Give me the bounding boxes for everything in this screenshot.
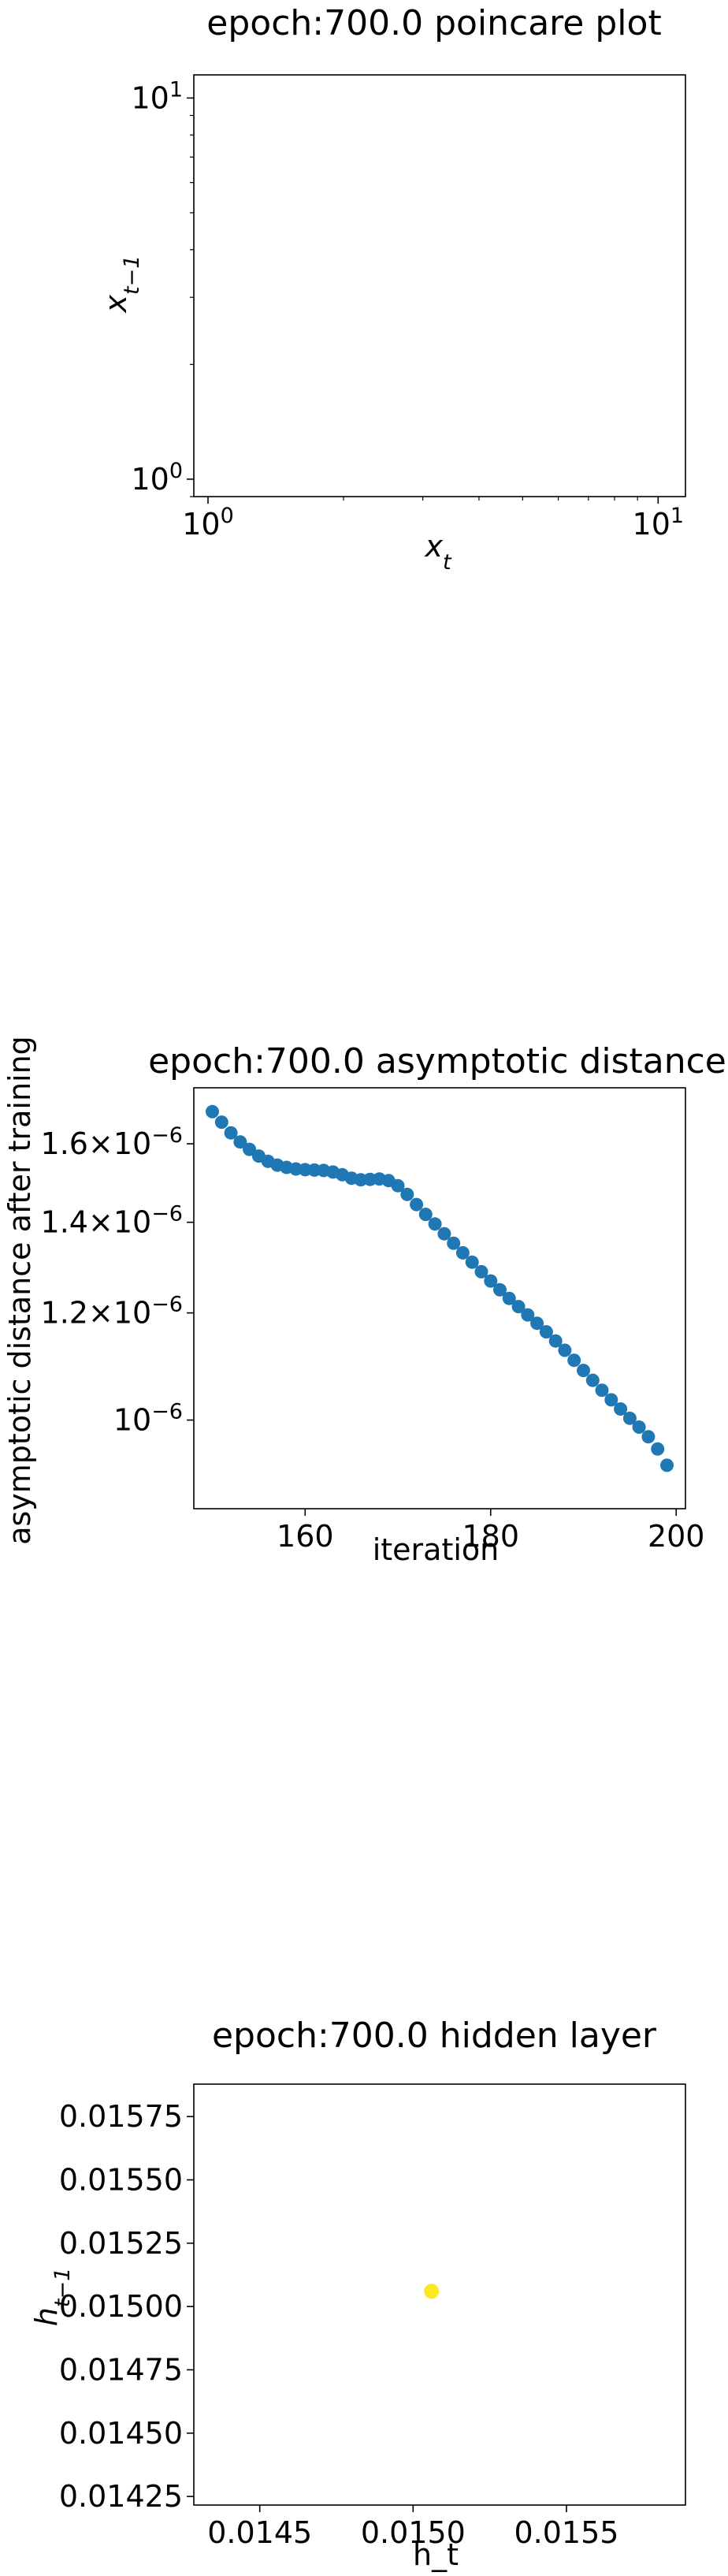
asymptotic-distance-ytick-label: 1.4×10−6	[41, 1201, 183, 1240]
asymptotic-distance-point	[447, 1236, 461, 1250]
poincare-xtick-label: 101	[633, 504, 685, 542]
hidden-layer-xtick-label: 0.0150	[361, 2515, 466, 2550]
asymptotic-distance-xlabel: iteration	[373, 1532, 500, 1567]
asymptotic-distance-point	[577, 1364, 590, 1378]
poincare-xtick-label: 100	[182, 504, 234, 542]
hidden-layer-point	[424, 2284, 440, 2299]
poincare-axes-frame	[193, 74, 686, 497]
asymptotic-distance-point	[243, 1142, 257, 1156]
hidden-layer-ytick-label: 0.01450	[59, 2416, 183, 2451]
asymptotic-distance-point	[465, 1255, 479, 1269]
hidden-layer-axes-frame	[193, 2083, 686, 2506]
hidden-layer-ytick-label: 0.01475	[59, 2352, 183, 2387]
asymptotic-distance-point	[567, 1353, 581, 1368]
asymptotic-distance-point	[400, 1187, 414, 1201]
asymptotic-distance-point	[206, 1104, 219, 1119]
asymptotic-distance-point	[585, 1373, 600, 1387]
asymptotic-distance-ytick-label: 1.2×10−6	[41, 1292, 183, 1331]
asymptotic-distance-point	[521, 1308, 535, 1322]
asymptotic-distance-xtick-label: 180	[462, 1519, 519, 1554]
asymptotic-distance-plot: epoch:700.0 asymptotic distance iteratio…	[2, 1036, 726, 1567]
asymptotic-distance-ytick-label: 1.6×10−6	[41, 1123, 183, 1162]
hidden-layer-ytick-label: 0.01425	[59, 2479, 183, 2514]
poincare-xlabel: xt	[424, 529, 452, 575]
hidden-layer-title: epoch:700.0 hidden layer	[212, 2016, 657, 2056]
asymptotic-distance-point	[539, 1325, 553, 1339]
asymptotic-distance-point	[502, 1291, 516, 1305]
asymptotic-distance-point	[428, 1217, 442, 1231]
poincare-ytick-label: 101	[131, 77, 183, 116]
asymptotic-distance-point	[437, 1227, 451, 1241]
asymptotic-distance-point	[548, 1334, 563, 1348]
asymptotic-distance-point	[484, 1274, 498, 1288]
hidden-layer-plot: epoch:700.0 hidden layer h_t 0.0145 0.015…	[29, 2016, 686, 2572]
asymptotic-distance-point	[651, 1442, 665, 1456]
hidden-layer-ytick-label: 0.01550	[59, 2162, 183, 2197]
hidden-layer-ylabel: ht−1	[29, 2268, 75, 2326]
asymptotic-distance-point	[391, 1178, 405, 1193]
asymptotic-distance-title: epoch:700.0 asymptotic distance	[148, 1041, 726, 1081]
hidden-layer-xlabel: h_t	[413, 2537, 459, 2572]
poincare-plot: epoch:700.0 poincare plot 100 101 100 101 xt…	[98, 3, 686, 575]
asymptotic-distance-point	[660, 1458, 674, 1472]
asymptotic-distance-xtick-label: 160	[277, 1519, 334, 1554]
asymptotic-distance-point	[455, 1245, 470, 1260]
asymptotic-distance-point	[233, 1135, 247, 1149]
asymptotic-distance-point	[641, 1430, 656, 1444]
asymptotic-distance-point	[214, 1115, 228, 1130]
poincare-plot-title: epoch:700.0 poincare plot	[206, 3, 661, 43]
hidden-layer-xtick-label: 0.0145	[207, 2515, 312, 2550]
asymptotic-distance-point	[511, 1300, 526, 1314]
asymptotic-distance-xtick-label: 200	[648, 1519, 705, 1554]
asymptotic-distance-point	[474, 1264, 488, 1279]
asymptotic-distance-ylabel: asymptotic distance after training	[2, 1036, 37, 1545]
asymptotic-distance-point	[493, 1282, 507, 1297]
asymptotic-distance-point	[558, 1343, 572, 1357]
asymptotic-distance-point	[622, 1411, 637, 1425]
asymptotic-distance-point	[614, 1402, 628, 1416]
asymptotic-distance-point	[224, 1126, 238, 1140]
asymptotic-distance-point	[595, 1383, 609, 1398]
asymptotic-distance-point	[530, 1316, 544, 1331]
hidden-layer-ytick-label: 0.01525	[59, 2226, 183, 2261]
hidden-layer-ytick-label: 0.01500	[59, 2289, 183, 2324]
asymptotic-distance-point	[410, 1197, 424, 1212]
asymptotic-distance-point	[418, 1208, 433, 1222]
poincare-ytick-label: 100	[131, 458, 183, 497]
asymptotic-distance-ytick-label: 10−6	[113, 1399, 183, 1438]
asymptotic-distance-point	[604, 1393, 618, 1407]
asymptotic-distance-point	[632, 1420, 646, 1434]
hidden-layer-xtick-label: 0.0155	[514, 2515, 618, 2550]
asymptotic-distance-axes-frame	[193, 1087, 686, 1509]
hidden-layer-ytick-label: 0.01575	[59, 2099, 183, 2134]
poincare-ylabel: xt−1	[98, 255, 144, 314]
